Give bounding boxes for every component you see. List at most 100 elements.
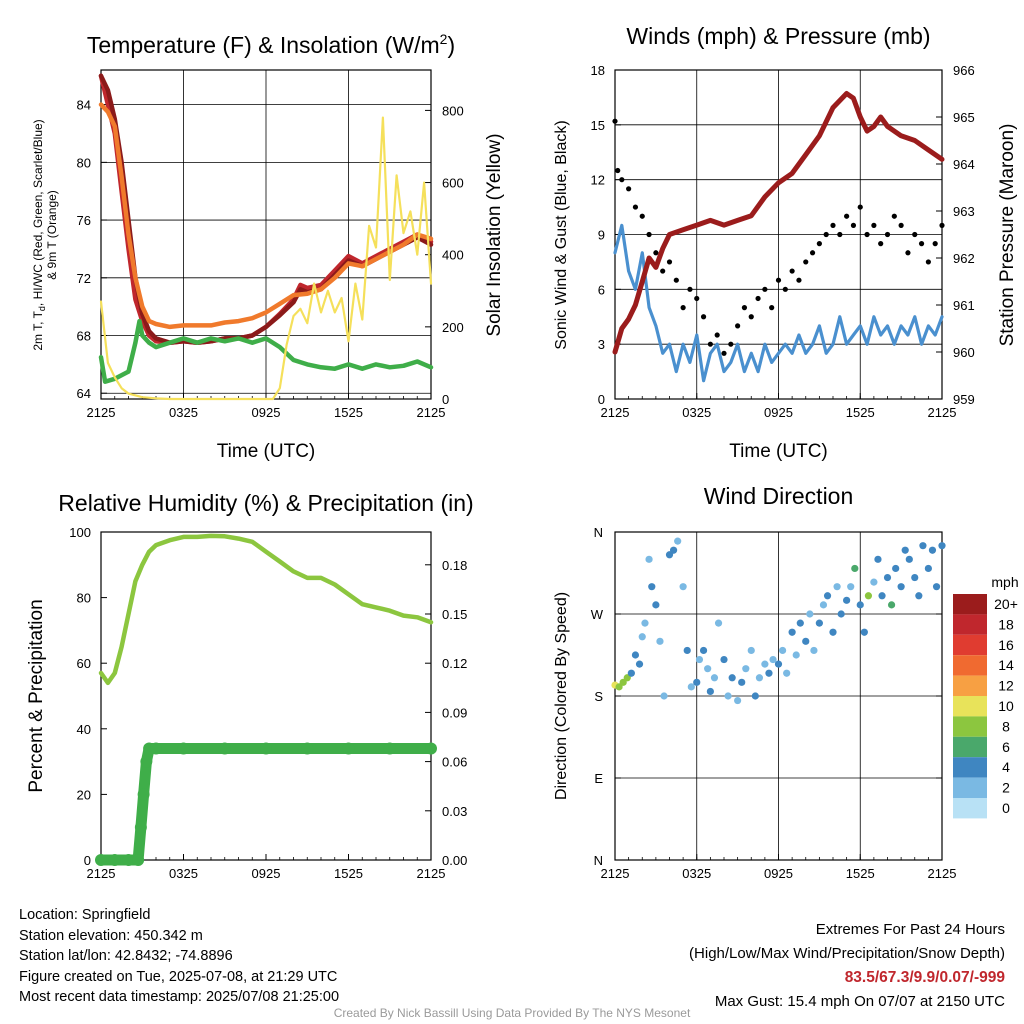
- x-tick-label: 2125: [928, 866, 957, 881]
- y-axis-label: Direction (Colored By Speed): [553, 592, 570, 800]
- gust-point: [660, 268, 666, 274]
- x-tick-label: 2125: [87, 405, 116, 420]
- precip-point: [95, 854, 107, 866]
- series-line-sonic-wind: [613, 223, 944, 383]
- chart-title: Temperature (F) & Insolation (W/m2): [87, 31, 455, 58]
- legend-label: 0: [1002, 800, 1010, 816]
- legend-swatch: [953, 736, 987, 758]
- direction-point: [674, 537, 682, 545]
- direction-point: [742, 665, 750, 673]
- direction-point: [761, 660, 769, 668]
- direction-point: [751, 692, 759, 700]
- y2-tick-label: 400: [442, 248, 464, 263]
- y2-axis-label: Station Pressure (Maroon): [997, 124, 1018, 347]
- direction-point: [631, 651, 640, 659]
- legend-label: 4: [1002, 759, 1010, 775]
- direction-point: [819, 601, 828, 609]
- station-info: Location: Springfield Station elevation:…: [19, 905, 339, 1008]
- direction-point: [792, 651, 800, 659]
- elevation-text: Station elevation: 450.342 m: [19, 927, 203, 944]
- direction-point: [738, 678, 746, 686]
- y2-tick-label: 966: [953, 63, 975, 78]
- direction-point: [638, 633, 646, 641]
- gust-point: [782, 286, 788, 292]
- gust-point: [789, 268, 795, 274]
- gust-point: [615, 167, 621, 174]
- x-axis-label: Time (UTC): [729, 441, 828, 462]
- direction-point: [864, 592, 873, 600]
- gust-point: [809, 250, 816, 256]
- y-tick-label: 9: [598, 228, 605, 243]
- precip-point: [134, 821, 147, 834]
- gust-point: [775, 277, 782, 283]
- x-tick-label: 0325: [169, 866, 198, 881]
- legend-swatch: [953, 675, 987, 696]
- precip-point: [177, 742, 190, 755]
- y2-tick-label: 0.00: [442, 853, 467, 868]
- y2-tick-label: 800: [442, 103, 464, 118]
- precip-point: [150, 742, 162, 755]
- gust-point: [728, 341, 734, 347]
- direction-point: [704, 665, 712, 673]
- gust-point: [639, 213, 645, 219]
- direction-point: [652, 601, 660, 609]
- precip-point: [383, 742, 396, 755]
- y-axis-label: 2m T, Td, HI/WC (Red, Green, Scarlet/Blu…: [31, 119, 47, 350]
- direction-point: [887, 601, 896, 609]
- precip-point: [122, 854, 135, 866]
- direction-point: [669, 546, 678, 554]
- gust-point: [898, 222, 904, 228]
- y2-tick-label: 0.09: [442, 705, 467, 720]
- direction-point: [932, 583, 941, 591]
- y-tick-label: 0: [598, 392, 605, 407]
- credit-text: Created By Nick Bassill Using Data Provi…: [333, 1006, 691, 1020]
- direction-point: [892, 564, 900, 573]
- x-tick-label: 2125: [87, 866, 116, 881]
- gust-point: [741, 305, 748, 311]
- y-axis-label-line2: & 9m T (Orange): [45, 190, 59, 280]
- title-end: ): [447, 32, 455, 58]
- direction-point: [683, 646, 691, 655]
- y-tick-label: 6: [598, 282, 605, 297]
- y-tick-label: 20: [77, 787, 91, 802]
- x-tick-label: 2125: [417, 405, 446, 420]
- direction-point: [648, 583, 656, 591]
- y2-tick-label: 0.06: [442, 755, 467, 770]
- gust-point: [864, 231, 870, 238]
- gust-point: [939, 222, 945, 228]
- plot-frame: [100, 531, 432, 861]
- direction-point: [635, 660, 644, 668]
- x-tick-label: 2125: [417, 866, 446, 881]
- y2-tick-label: 965: [953, 110, 975, 125]
- gust-point: [626, 186, 632, 192]
- precip-point: [218, 742, 231, 755]
- gust-point: [844, 213, 850, 219]
- max-gust-text: Max Gust: 15.4 mph On 07/07 at 2150 UTC: [714, 993, 1005, 1010]
- direction-point: [765, 669, 773, 677]
- direction-point: [901, 546, 909, 554]
- direction-point: [847, 583, 855, 591]
- x-tick-label: 1525: [334, 405, 363, 420]
- direction-point: [938, 542, 946, 550]
- y2-tick-label: 963: [953, 204, 975, 219]
- direction-point: [656, 637, 664, 645]
- direction-point: [878, 592, 886, 600]
- x-tick-label: 0325: [682, 405, 711, 420]
- legend-label: 20+: [994, 596, 1018, 612]
- y2-tick-label: 959: [953, 392, 975, 407]
- gust-point: [830, 222, 836, 228]
- gust-point: [837, 231, 843, 238]
- direction-point: [769, 655, 777, 664]
- direction-point: [747, 646, 755, 655]
- gust-point: [796, 277, 802, 283]
- chart-title: Wind Direction: [704, 483, 854, 509]
- x-tick-label: 0325: [682, 866, 711, 881]
- direction-point: [829, 628, 837, 636]
- x-tick-label: 2125: [928, 405, 957, 420]
- y2-tick-label: 0: [442, 392, 449, 407]
- precip-point: [132, 854, 145, 866]
- gust-point: [680, 305, 686, 311]
- gust-point: [714, 332, 720, 338]
- y-tick-label: 80: [77, 155, 91, 170]
